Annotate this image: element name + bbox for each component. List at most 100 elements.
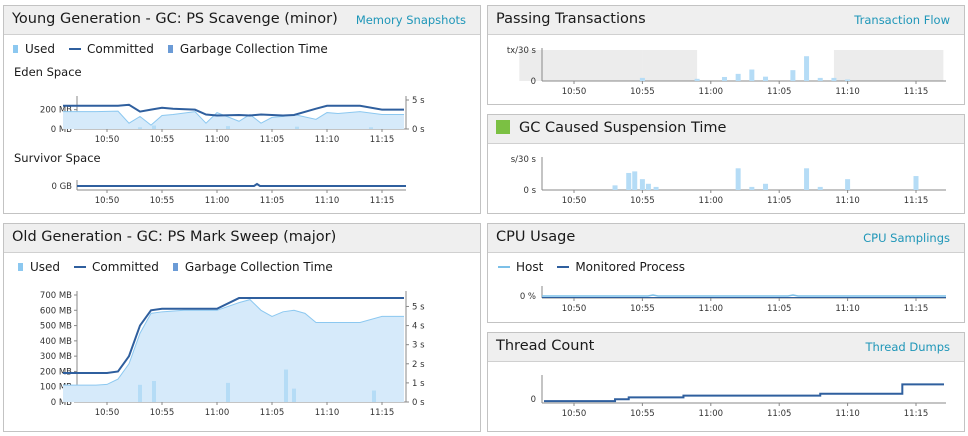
x-tick-label: 10:50: [562, 196, 587, 206]
committed-line: [77, 182, 406, 187]
x-tick-label: 10:55: [150, 135, 175, 145]
panel-title: GC Caused Suspension Time: [496, 120, 726, 136]
x-tick-label: 11:15: [370, 408, 395, 418]
y-tick-label: 200 MB: [40, 106, 72, 116]
bar: [749, 186, 755, 190]
x-tick-label: 10:55: [150, 408, 175, 418]
x-tick-label: 11:10: [315, 408, 340, 418]
gc-time-bar: [152, 125, 156, 129]
bar: [913, 176, 919, 190]
x-tick-label: 11:05: [260, 408, 285, 418]
bar: [749, 69, 755, 81]
bar: [639, 179, 645, 190]
gc-time-bar: [292, 388, 296, 402]
old-generation-header: Old Generation - GC: PS Mark Sweep (majo…: [4, 224, 480, 253]
bar: [763, 183, 769, 190]
y-tick-label: 600 MB: [40, 306, 72, 316]
bar: [817, 77, 823, 81]
y-tick-label: 0 GB: [51, 182, 72, 192]
bar: [845, 179, 851, 190]
y-tick-label: 200 MB: [40, 367, 72, 377]
y-tick-label: s/30 s: [511, 155, 537, 165]
x-tick-label: 11:00: [205, 135, 230, 145]
young-legend: Used Committed Garbage Collection Time: [13, 42, 342, 56]
thread-count-line: [544, 383, 944, 403]
committed-swatch: [69, 48, 82, 50]
young-generation-header: Young Generation - GC: PS Scavenge (mino…: [4, 6, 480, 35]
committed-line: [63, 297, 404, 374]
x-tick-label: 11:10: [835, 196, 860, 206]
x-tick-label: 11:00: [205, 196, 230, 206]
passing-transactions-panel: Passing Transactions Transaction Flow 0 t…: [487, 5, 965, 105]
y-tick-label: 0 MB: [51, 398, 72, 408]
panel-title: Thread Count: [496, 338, 595, 354]
x-tick-label: 11:05: [767, 304, 792, 314]
x-tick-label: 11:10: [835, 87, 860, 97]
thread-count-panel: Thread Count Thread Dumps 0 10:50 10:55 11:…: [487, 332, 965, 432]
survivor-space-label: Survivor Space: [14, 151, 101, 165]
y-tick-label: 0: [531, 77, 536, 87]
thread-count-chart: 0 10:50 10:55 11:00 11:05 11:10 11:15: [531, 375, 946, 419]
host-swatch: [498, 266, 510, 268]
y-right-tick-label: 5 s: [412, 96, 425, 106]
used-line: [63, 110, 404, 126]
committed-line: [63, 103, 404, 117]
x-tick-label: 11:00: [699, 409, 724, 419]
x-tick-label: 11:00: [699, 304, 724, 314]
bar: [626, 172, 632, 190]
thread-count-header: Thread Count Thread Dumps: [488, 333, 964, 362]
y-tick-label: 0 %: [520, 292, 536, 302]
x-tick-label: 11:05: [767, 409, 792, 419]
x-tick-label: 10:55: [630, 87, 655, 97]
panel-title: Young Generation - GC: PS Scavenge (mino…: [12, 11, 338, 27]
panel-title: CPU Usage: [496, 229, 576, 245]
x-tick-label: 10:50: [562, 87, 587, 97]
bar: [735, 168, 741, 190]
bar: [612, 185, 618, 190]
gc-time-bar: [138, 127, 142, 129]
legend-committed: Committed: [69, 42, 154, 56]
x-tick-label: 11:05: [260, 135, 285, 145]
bar: [639, 77, 645, 81]
eden-space-chart: 0 MB 200 MB 0 s 5 s 10:50 10:55 11:00 11:05 11:1…: [40, 96, 425, 145]
bar: [694, 78, 700, 81]
used-area: [63, 299, 404, 402]
y-tick-label: 0 MB: [51, 125, 72, 135]
x-tick-label: 11:00: [699, 87, 724, 97]
x-tick-label: 11:15: [370, 135, 395, 145]
old-generation-chart: 0 MB 100 MB 200 MB 300 MB 400 MB 500 MB 600 MB…: [40, 291, 425, 418]
y-right-tick-label: 1 s: [412, 379, 425, 389]
y-right-tick-label: 4 s: [412, 322, 425, 332]
no-data-band: [642, 50, 698, 81]
gc-time-bar: [226, 126, 230, 129]
panel-title: Passing Transactions: [496, 11, 646, 27]
gc-time-bar: [372, 390, 376, 402]
thread-dumps-link[interactable]: Thread Dumps: [865, 340, 950, 354]
host-line: [542, 294, 946, 297]
bar: [804, 56, 810, 81]
bar: [645, 183, 651, 190]
x-tick-label: 10:55: [150, 196, 175, 206]
gc-time-bar: [226, 382, 230, 402]
y-tick-label: 400 MB: [40, 337, 72, 347]
gc-time-bar: [152, 380, 156, 402]
bar: [790, 70, 796, 81]
x-tick-label: 11:05: [767, 196, 792, 206]
used-area: [63, 111, 404, 129]
gc-suspension-panel: GC Caused Suspension Time 0 s s/30 s 10:50…: [487, 114, 965, 214]
legend-monitored-process: Monitored Process: [557, 260, 685, 274]
x-tick-label: 11:10: [835, 409, 860, 419]
cpu-samplings-link[interactable]: CPU Samplings: [863, 231, 950, 245]
x-tick-label: 11:15: [904, 304, 929, 314]
used-swatch: [13, 45, 18, 53]
x-tick-label: 10:50: [95, 408, 120, 418]
bar: [817, 186, 823, 190]
legend-used: Used: [18, 260, 60, 274]
process-swatch: [557, 266, 570, 268]
memory-snapshots-link[interactable]: Memory Snapshots: [355, 13, 466, 27]
used-swatch: [18, 263, 23, 271]
panel-title: Old Generation - GC: PS Mark Sweep (majo…: [12, 229, 337, 245]
x-tick-label: 10:55: [630, 409, 655, 419]
transaction-flow-link[interactable]: Transaction Flow: [854, 13, 950, 27]
cpu-usage-panel: CPU Usage CPU Samplings Host Monitored P…: [487, 223, 965, 323]
